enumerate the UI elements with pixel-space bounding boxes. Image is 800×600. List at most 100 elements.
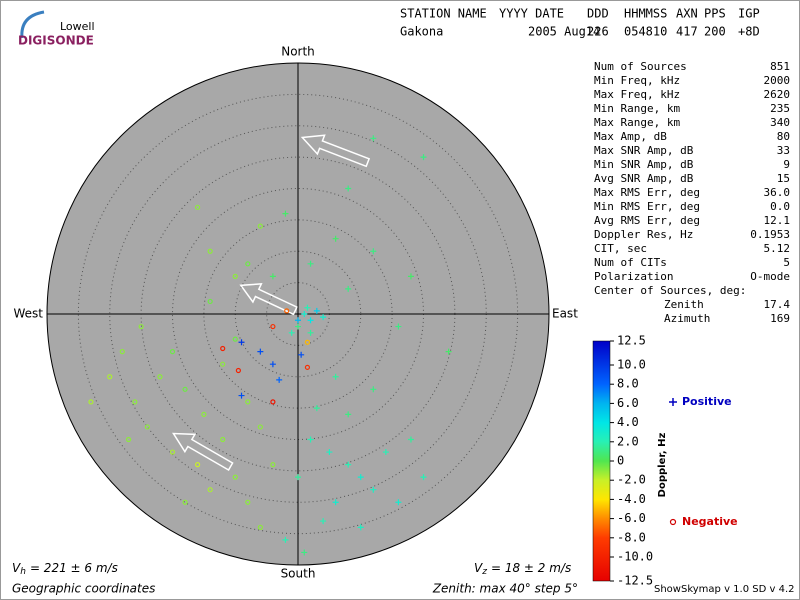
header-label: DDD	[587, 7, 609, 21]
positive-source	[288, 329, 295, 336]
coordinates: Geographic coordinates	[12, 582, 155, 596]
negative-source	[245, 399, 251, 405]
stat-label: Doppler Res, Hz	[594, 228, 693, 241]
colorbar-title: Doppler, Hz	[657, 433, 668, 498]
stat-label: Max RMS Err, deg	[594, 186, 700, 199]
colorbar	[592, 340, 611, 582]
positive-source	[257, 348, 264, 355]
colorbar-tick-label: -4.0	[617, 492, 646, 506]
header-label: HHMMSS	[624, 7, 667, 21]
positive-source	[307, 260, 314, 267]
stat-label: Min SNR Amp, dB	[594, 158, 694, 171]
colorbar-tick-label: 10.0	[617, 358, 646, 372]
positive-source	[382, 449, 389, 456]
stat-value: 5	[783, 256, 790, 269]
positive-source	[295, 474, 301, 481]
negative-source	[232, 336, 238, 342]
positive-source	[307, 329, 314, 336]
negative-source	[157, 374, 163, 380]
legend-negative: Negative	[682, 515, 738, 528]
positive-source	[295, 317, 301, 324]
header-value: 417	[676, 25, 698, 39]
positive-source	[395, 499, 402, 506]
logo-swoosh	[20, 10, 45, 39]
negative-source	[270, 323, 276, 330]
stat-value: 36.0	[764, 186, 791, 199]
stat-value: 2620	[764, 88, 791, 101]
stat-label: Azimuth	[664, 312, 710, 325]
negative-source	[119, 349, 125, 355]
header-value: 226	[587, 25, 609, 39]
stat-value: 0.0	[770, 200, 790, 213]
colorbar-tick-label: 4.0	[617, 415, 639, 429]
positive-source	[345, 411, 352, 418]
header-value: 2005 Aug14	[528, 25, 600, 39]
version: ShowSkymap v 1.0 SD v 4.2	[654, 584, 794, 595]
negative-source	[182, 386, 188, 392]
positive-source	[320, 314, 327, 321]
positive-source	[313, 405, 320, 412]
negative-source	[138, 323, 144, 330]
positive-source	[276, 376, 283, 383]
negative-source	[270, 399, 276, 405]
header-label: PPS	[704, 7, 726, 21]
stat-value: 15	[777, 172, 790, 185]
positive-source	[345, 285, 352, 292]
stat-value: 33	[777, 144, 790, 157]
logo-bottom: DIGISONDE	[18, 34, 94, 48]
positive-source	[370, 386, 377, 393]
stat-value: 235	[770, 102, 790, 115]
positive-source	[332, 499, 339, 506]
north-label: North	[281, 45, 315, 59]
stat-label: Max Freq, kHz	[594, 88, 680, 101]
negative-source	[169, 449, 176, 455]
stat-label: Zenith	[664, 298, 704, 311]
south-label: South	[281, 567, 316, 581]
positive-source	[238, 392, 245, 399]
colorbar-tick-label: 8.0	[617, 377, 639, 391]
negative-source	[245, 261, 251, 267]
positive-source	[307, 317, 314, 324]
negative-source	[220, 361, 226, 367]
positive-source	[345, 185, 352, 192]
stat-value: 9	[783, 158, 790, 171]
header-value: Gakona	[400, 25, 443, 39]
stat-value: 851	[770, 60, 790, 73]
stat-label: Max Amp, dB	[594, 130, 667, 143]
header-label: STATION NAME	[400, 7, 487, 21]
negative-source	[220, 436, 226, 443]
header-value: 200	[704, 25, 726, 39]
negative-source	[220, 345, 226, 352]
positive-source	[332, 373, 339, 380]
velocity-arrows	[172, 134, 371, 471]
stat-value: 169	[770, 312, 790, 325]
positive-source	[295, 323, 301, 330]
negative-source	[207, 248, 213, 254]
negative-source	[207, 487, 213, 493]
positive-source	[269, 361, 276, 368]
stat-value: 17.4	[764, 298, 791, 311]
colorbar-tick-label: -12.5	[617, 574, 653, 588]
positive-source	[304, 304, 311, 311]
arrow	[172, 432, 234, 471]
stat-label: Num of Sources	[594, 60, 687, 73]
positive-source	[357, 524, 364, 531]
positive-source	[326, 449, 333, 456]
stat-label: Center of Sources, deg:	[594, 284, 746, 297]
negative-source	[169, 349, 176, 355]
positive-source	[313, 307, 320, 314]
stat-label: Num of CITs	[594, 256, 667, 269]
negative-source	[304, 339, 311, 345]
header-value: 054810	[624, 25, 667, 39]
stat-label: CIT, sec	[594, 242, 647, 255]
legend-positive-mark	[669, 398, 677, 406]
legend-positive: Positive	[682, 395, 732, 408]
positive-source	[395, 323, 402, 330]
stat-value: O-mode	[750, 270, 790, 283]
positive-source	[269, 273, 276, 280]
positive-source	[407, 273, 414, 280]
negative-source	[201, 411, 207, 417]
negative-source	[257, 424, 263, 430]
positive-source	[445, 348, 452, 355]
